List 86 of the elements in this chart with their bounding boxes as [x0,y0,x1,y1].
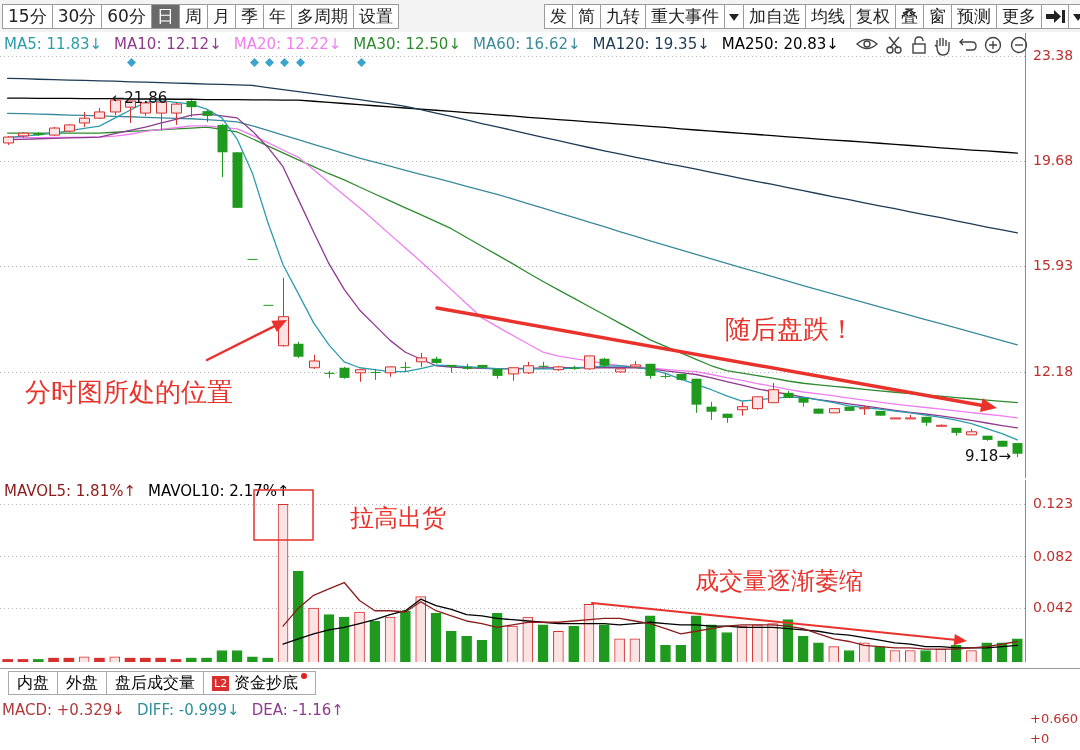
annotation: 成交量逐渐萎缩 [695,566,863,597]
text: 加自选 [743,4,806,29]
bar [185,657,197,662]
bar [491,612,503,662]
text: 年 [262,4,292,29]
bar [445,630,457,662]
bar [476,639,488,662]
text: MAVOL5: 1.81%↑ [4,482,136,500]
bar [369,620,381,662]
candlestick [370,368,381,381]
text: 复权 [850,4,896,29]
text: 周 [178,4,208,29]
text: 15分 [2,4,53,29]
bar [644,615,656,662]
text: MA20: 12.22↓ [233,35,342,53]
bar [292,570,304,662]
bar [797,636,809,662]
text: 更多 [996,4,1042,29]
text: 发 [544,4,573,29]
annotation: 分时图所处的位置 [25,376,233,409]
text: MAVOL10: 2.17%↑ [148,482,290,500]
text: +0 [1030,731,1050,746]
text: 内盘 [8,671,58,695]
annotation: 随后盘跌！ [725,313,855,346]
text: 预测 [951,4,997,29]
y-tick-label: 0.123 [1033,494,1074,511]
bar [17,659,29,662]
bar [537,624,549,662]
text: 30分 [51,4,103,29]
text: 60分 [101,4,152,29]
text: 叠 [895,4,924,29]
bar [201,657,212,662]
bar [338,616,350,662]
y-tick-label: 23.38 [1033,47,1074,64]
text: MA30: 12.50↓ [353,35,461,53]
text: DIFF: -0.999↓ [136,701,240,719]
bar [155,657,166,662]
annotation: 9.18→ [965,447,1011,465]
bar [48,657,59,662]
bar [94,657,105,662]
bar [32,659,44,662]
bar [598,624,610,662]
bar [461,636,472,662]
text: 设置 [352,4,399,29]
text: 窗 [923,4,952,29]
bar [400,610,411,662]
bar [1012,638,1023,662]
text: 日 [150,4,180,29]
text: +0.660 [1030,711,1079,726]
text: 九转 [600,4,646,29]
text: MA250: 20.83↓ [721,35,839,53]
bar [323,614,335,662]
bar [262,657,274,662]
text: 简 [572,4,601,29]
y-tick-label: 0.082 [1033,547,1074,564]
bar [721,632,733,662]
candlestick [706,401,717,421]
text: MA5: 11.83↓ [4,35,103,53]
text: MA120: 19.35↓ [592,35,710,53]
bar [170,659,182,662]
bar [140,657,151,662]
text: 资金抄底 [234,672,299,694]
text: 月 [206,4,236,29]
text: MA10: 12.12↓ [114,35,222,53]
bar [430,612,442,662]
bar [706,624,717,662]
y-tick-label: 0.042 [1033,598,1074,615]
text: 外盘 [57,671,107,695]
text: 均线 [805,4,851,29]
text: MA60: 16.62↓ [472,35,581,53]
candlestick [400,361,411,373]
text: 重大事件 [645,4,725,29]
bar [568,625,580,662]
bar [813,642,824,662]
bar [247,656,258,662]
text: DEA: -1.16↑ [251,701,344,719]
y-tick-label: 15.93 [1033,257,1074,274]
y-tick-label: 19.68 [1033,151,1074,168]
text: 盘后成交量 [106,671,204,695]
text: 季 [234,4,264,29]
text: L2 [212,675,230,691]
y-tick-label: 12.18 [1033,363,1074,380]
text: 多周期 [290,4,354,29]
text: MACD: +0.329↓ [2,701,125,719]
bar [2,659,13,662]
annotation: 拉高出货 [350,503,446,534]
